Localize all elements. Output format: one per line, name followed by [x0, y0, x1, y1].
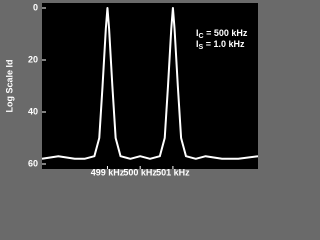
- y-axis-label: Log Scale Id: [4, 59, 14, 112]
- page: Log Scale Id 0 20 40 60 499 kHz 500 kHz 501 kH…: [4, 2, 259, 178]
- x-tick-label: 499 kHz: [91, 167, 125, 177]
- plot-area: [42, 3, 258, 169]
- y-tick-label: 20: [28, 54, 38, 64]
- annotation-sub: S: [199, 44, 204, 51]
- annotation: IC = 500 kHz: [196, 28, 248, 39]
- y-tick-label: 40: [28, 106, 38, 116]
- chart: Log Scale Id 0 20 40 60 499 kHz 500 kHz 501 kH…: [4, 2, 259, 178]
- y-tick-label: 0: [33, 2, 38, 12]
- annotation-rest: = 1.0 kHz: [203, 39, 245, 49]
- line-series: [41, 7, 259, 160]
- annotation-main: I: [196, 28, 199, 38]
- annotation-sub: C: [199, 33, 204, 40]
- annotation-main: I: [196, 39, 199, 49]
- y-tick-label: 60: [28, 158, 38, 168]
- x-tick-label: 501 kHz: [156, 167, 190, 177]
- x-tick-label: 500 kHz: [123, 167, 157, 177]
- annotation-rest: = 500 kHz: [204, 28, 248, 38]
- annotation: IS = 1.0 kHz: [196, 39, 245, 50]
